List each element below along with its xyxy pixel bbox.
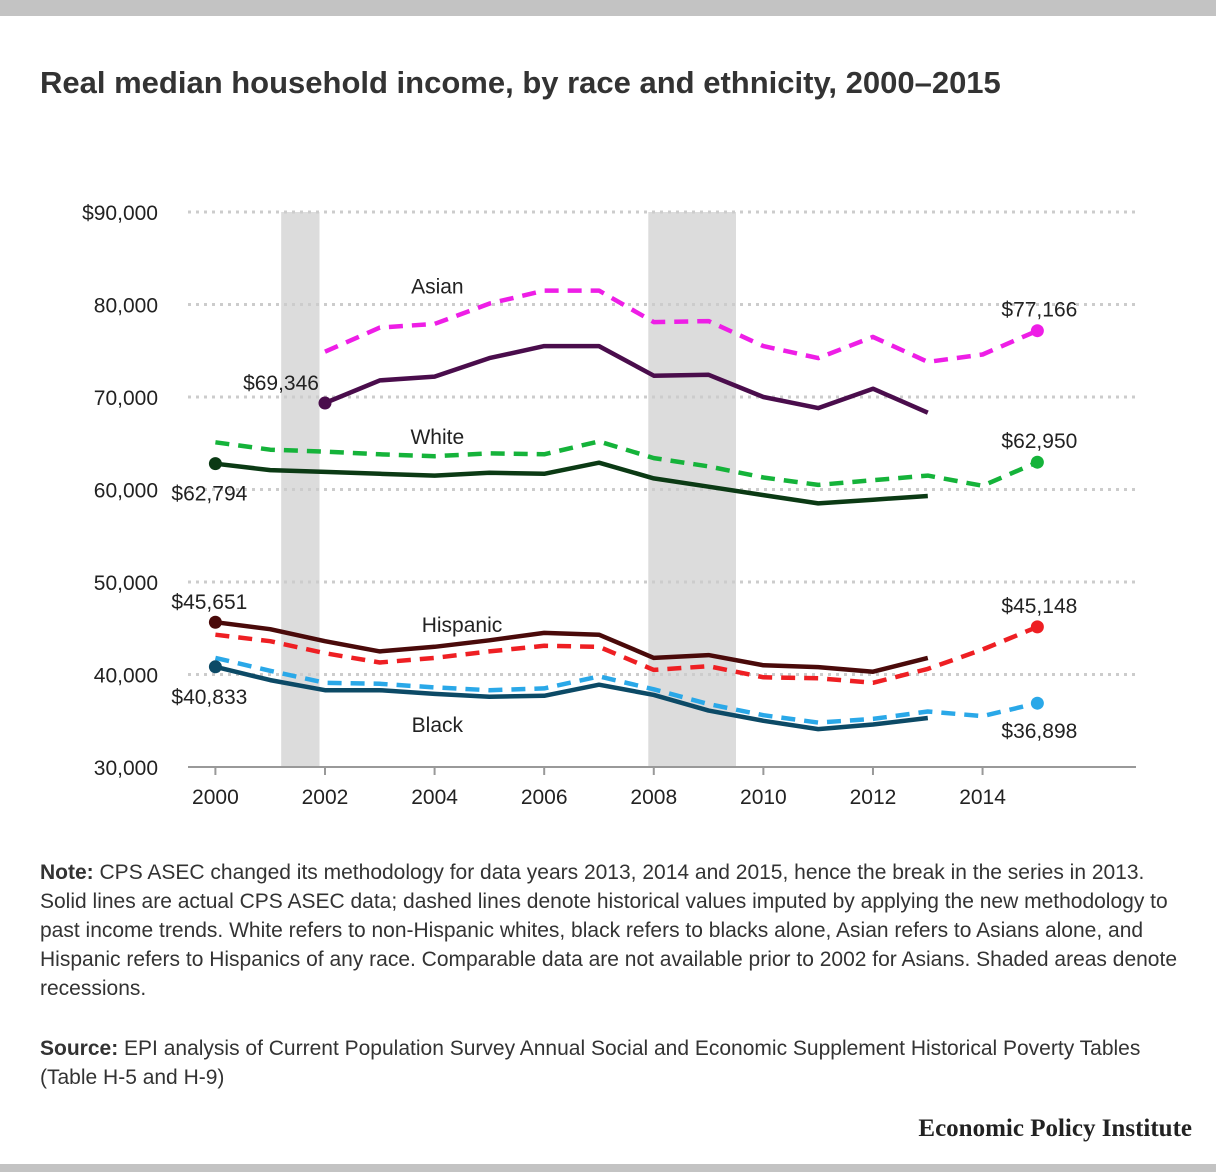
y-tick-label-40000: 40,000 bbox=[94, 665, 158, 688]
marker-45-651 bbox=[208, 615, 222, 629]
gridlines bbox=[188, 210, 1136, 676]
y-tick-label-70000: 70,000 bbox=[94, 387, 158, 410]
marker-62-794 bbox=[208, 457, 222, 471]
line-chart: 30,000 40,000 50,000 60,000 70,000 80,000 $90,… bbox=[82, 202, 1136, 809]
series-label-white: White bbox=[410, 426, 464, 449]
chart-note: Note: CPS ASEC changed its methodology f… bbox=[40, 858, 1180, 1003]
x-tick-label-2002: 2002 bbox=[302, 786, 349, 809]
top-border bbox=[0, 0, 1216, 16]
marker-36-898 bbox=[1030, 696, 1044, 710]
x-tick-label-2010: 2010 bbox=[740, 786, 787, 809]
value-label-62-950: $62,950 bbox=[1001, 430, 1077, 453]
y-tick-label-50000: 50,000 bbox=[94, 572, 158, 595]
value-label-62-794: $62,794 bbox=[171, 483, 247, 506]
marker-69-346 bbox=[318, 396, 332, 410]
chart-labels: $69,346 $77,166 $62,794 $62,950 $45,651 $45,1… bbox=[171, 275, 1077, 743]
y-tick-label-80000: 80,000 bbox=[94, 295, 158, 318]
y-tick-label-30000: 30,000 bbox=[94, 757, 158, 780]
series-black-solid bbox=[214, 664, 929, 732]
x-tick-label-2008: 2008 bbox=[630, 786, 677, 809]
series-label-asian: Asian bbox=[411, 275, 464, 298]
value-label-45-148: $45,148 bbox=[1001, 595, 1077, 618]
series-white-solid bbox=[215, 460, 928, 506]
y-tick-label-60000: 60,000 bbox=[94, 480, 158, 503]
x-tick-label-2014: 2014 bbox=[959, 786, 1006, 809]
x-tick-label-2012: 2012 bbox=[850, 786, 897, 809]
value-label-45-651: $45,651 bbox=[171, 591, 247, 614]
value-label-36-898: $36,898 bbox=[1001, 720, 1077, 743]
value-label-69-346: $69,346 bbox=[243, 372, 319, 395]
series-asian-dashed bbox=[324, 288, 1039, 365]
axes: 30,000 40,000 50,000 60,000 70,000 80,000 $90,… bbox=[82, 202, 1136, 809]
series-hispanic-solid bbox=[215, 619, 929, 674]
series-white-dashed bbox=[215, 439, 1039, 489]
series-lines bbox=[214, 288, 1039, 732]
series-black-dashed bbox=[214, 655, 1038, 725]
note-text: CPS ASEC changed its methodology for dat… bbox=[40, 861, 1177, 1000]
series-asian-solid bbox=[324, 343, 929, 415]
source-text: EPI analysis of Current Population Surve… bbox=[40, 1037, 1141, 1089]
x-tick-label-2006: 2006 bbox=[521, 786, 568, 809]
x-tick-label-2004: 2004 bbox=[411, 786, 458, 809]
source-label: Source: bbox=[40, 1037, 119, 1060]
marker-45-148 bbox=[1030, 620, 1044, 634]
marker-40-833 bbox=[208, 660, 222, 674]
series-label-hispanic: Hispanic bbox=[422, 614, 503, 637]
y-tick-label-90000: $90,000 bbox=[82, 202, 158, 225]
note-label: Note: bbox=[40, 861, 94, 884]
brand-logo-text: Economic Policy Institute bbox=[918, 1115, 1192, 1142]
value-label-77-166: $77,166 bbox=[1001, 299, 1077, 322]
series-label-black: Black bbox=[412, 714, 464, 737]
chart-title: Real median household income, by race an… bbox=[40, 65, 1001, 100]
series-hispanic-dashed bbox=[215, 624, 1039, 686]
bottom-border bbox=[0, 1164, 1216, 1172]
marker-62-950 bbox=[1030, 455, 1044, 469]
marker-77-166 bbox=[1030, 324, 1044, 338]
chart-source: Source: EPI analysis of Current Populati… bbox=[40, 1034, 1180, 1092]
endpoint-markers bbox=[208, 324, 1044, 710]
value-label-40-833: $40,833 bbox=[171, 686, 247, 709]
x-tick-label-2000: 2000 bbox=[192, 786, 239, 809]
